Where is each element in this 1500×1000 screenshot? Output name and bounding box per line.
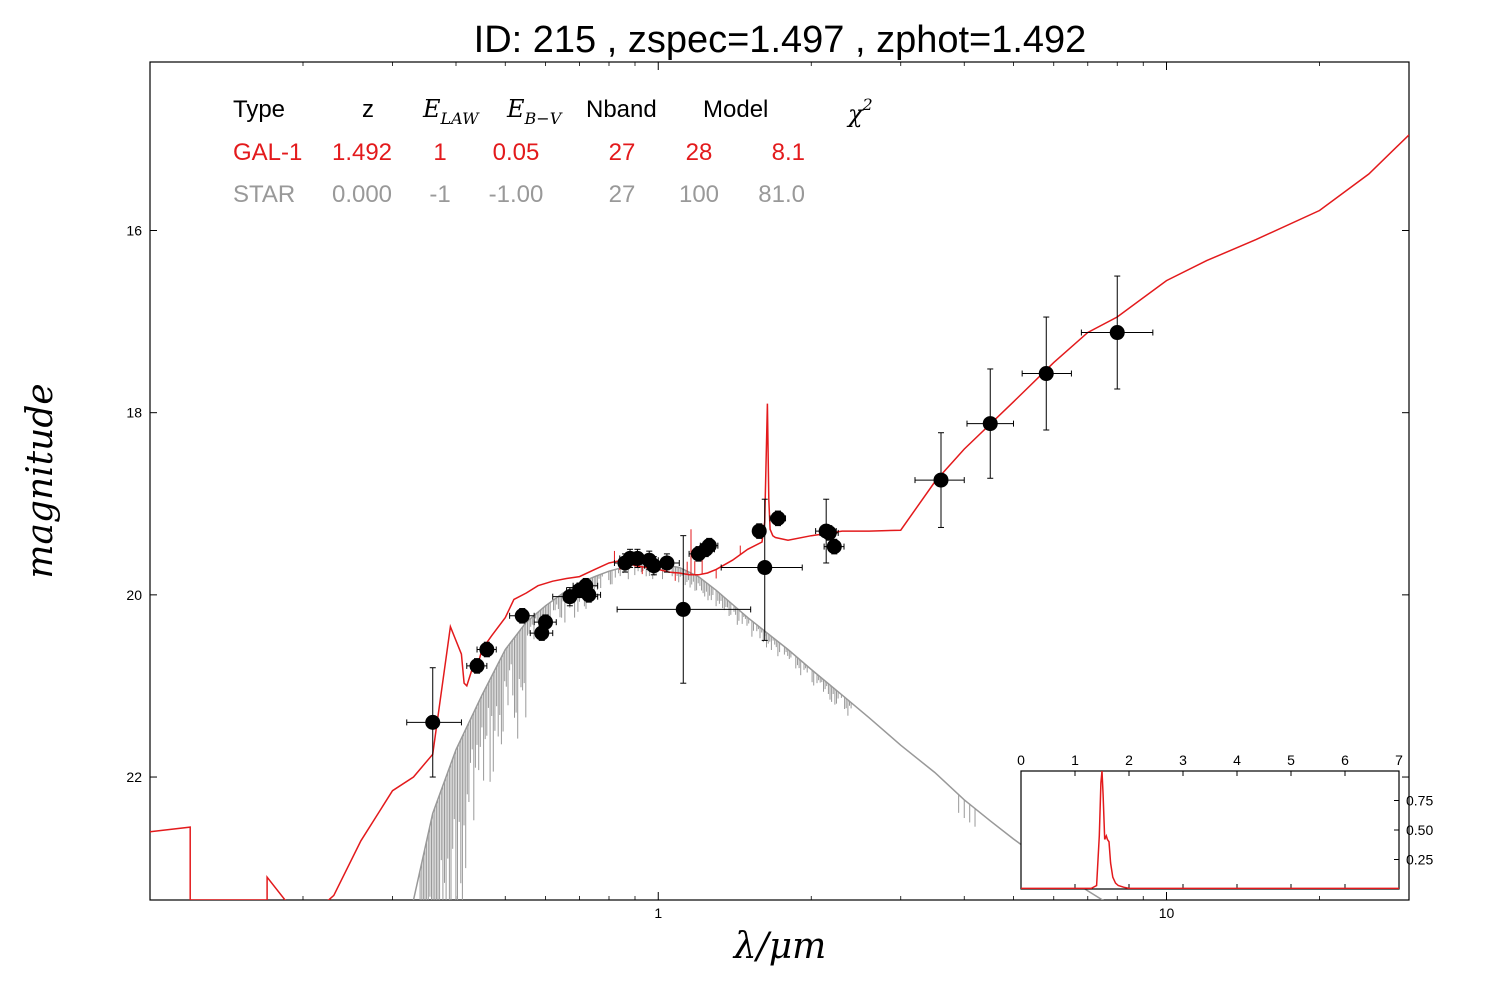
inset-x-tick-label: 0 <box>1017 752 1025 768</box>
table-cell-model: 28 <box>686 139 713 166</box>
photometry-point <box>509 608 535 624</box>
table-cell-z: 1.492 <box>332 139 392 166</box>
inset-x-tick-label: 3 <box>1179 752 1187 768</box>
inset-x-tick-label: 7 <box>1395 752 1403 768</box>
photometry-point <box>769 510 787 527</box>
y-axis-label: magnitude <box>20 383 61 578</box>
inset-y-tick-label: 0.75 <box>1406 793 1433 809</box>
photometry-point <box>751 523 767 539</box>
data-point-marker <box>982 416 998 432</box>
table-cell-nband: 27 <box>609 181 636 208</box>
y-tick-label: 18 <box>126 405 142 421</box>
data-point-marker <box>537 614 553 630</box>
y-tick-label: 20 <box>126 587 142 603</box>
redshift-pdf-line <box>1021 771 1399 889</box>
header-nband: Nband <box>586 96 657 123</box>
inset-y-tick-label: 0.25 <box>1406 852 1433 868</box>
table-cell-model: 100 <box>679 181 719 208</box>
header-elaw: ELAW <box>422 95 480 128</box>
header-z: z <box>362 96 374 123</box>
photometry-point <box>720 498 803 641</box>
fit-results-table: Type z ELAW EB−V Nband Model χ2 GAL-1 1.4… <box>233 95 873 208</box>
x-axis-label: λ/μm <box>732 926 826 967</box>
data-point-marker <box>1038 366 1054 382</box>
redshift-pdf-inset: 0 1 2 3 4 5 6 7 0.25 0.50 0.75 <box>1017 752 1433 890</box>
x-tick-label: 10 <box>1159 905 1175 921</box>
photometry-point <box>466 658 488 674</box>
y-tick-label: 22 <box>126 769 142 785</box>
data-point-marker <box>933 472 949 488</box>
header-type: Type <box>233 96 285 123</box>
header-model: Model <box>703 96 768 123</box>
main-plot-frame <box>149 61 1410 901</box>
table-rows: GAL-1 1.492 1 0.05 27 28 8.1 STAR 0.000 -1 -1.00 27… <box>233 139 805 208</box>
data-point-marker <box>1109 325 1125 341</box>
table-cell-chi2: 8.1 <box>772 139 805 166</box>
inset-x-tick-label: 4 <box>1233 752 1241 768</box>
table-row: GAL-1 1.492 1 0.05 27 28 8.1 <box>233 139 805 166</box>
header-chi2: χ2 <box>846 95 873 128</box>
photometry-point <box>1080 275 1154 390</box>
table-cell-ebv: -1.00 <box>489 181 544 208</box>
data-point-marker <box>826 539 842 555</box>
inset-x-tick-label: 5 <box>1287 752 1295 768</box>
inset-frame <box>1020 770 1400 890</box>
photometry-point <box>966 368 1015 479</box>
data-point-marker <box>757 560 773 576</box>
inset-axis-ticks: 0 1 2 3 4 5 6 7 0.25 0.50 0.75 <box>1017 752 1433 889</box>
galaxy-model-line <box>150 134 1409 900</box>
table-cell-nband: 27 <box>609 139 636 166</box>
data-point-marker <box>751 523 767 539</box>
data-point-marker <box>770 510 786 526</box>
photometry-point <box>1021 316 1072 431</box>
photometry-point <box>823 538 845 555</box>
inset-x-tick-label: 6 <box>1341 752 1349 768</box>
data-point-marker <box>659 555 675 571</box>
photometry-point <box>616 535 752 684</box>
photometry-point <box>406 667 462 778</box>
data-point-marker <box>479 642 495 658</box>
data-point-marker <box>469 658 485 674</box>
photometry-point <box>533 614 557 630</box>
inset-y-tick-label: 0.50 <box>1406 822 1433 838</box>
y-tick-label: 16 <box>126 223 142 239</box>
inset-x-tick-label: 1 <box>1071 752 1079 768</box>
table-cell-z: 0.000 <box>332 181 392 208</box>
table-cell-ebv: 0.05 <box>493 139 540 166</box>
photometry-point <box>653 553 680 573</box>
table-cell-elaw: 1 <box>433 139 446 166</box>
data-point-marker <box>629 550 645 566</box>
data-point-marker <box>701 538 717 554</box>
photometry-point <box>914 432 965 528</box>
photometry-point <box>627 548 648 569</box>
photometry-point <box>575 587 602 603</box>
x-tick-label: 1 <box>654 905 662 921</box>
photometry-point <box>819 525 839 541</box>
data-point-marker <box>821 525 837 541</box>
table-cell-elaw: -1 <box>429 181 450 208</box>
table-cell-type: GAL-1 <box>233 139 302 166</box>
photometry-points <box>406 275 1154 778</box>
data-point-marker <box>425 714 441 730</box>
data-point-marker <box>514 608 530 624</box>
photometry-point <box>699 537 719 554</box>
table-cell-chi2: 81.0 <box>758 181 805 208</box>
data-point-marker <box>581 587 597 603</box>
photometry-point <box>476 641 497 658</box>
table-cell-type: STAR <box>233 181 295 208</box>
table-row: STAR 0.000 -1 -1.00 27 100 81.0 <box>233 181 805 208</box>
inset-x-tick-label: 2 <box>1125 752 1133 768</box>
data-point-marker <box>675 601 691 617</box>
chart-title: ID: 215 , zspec=1.497 , zphot=1.492 <box>474 19 1087 61</box>
header-ebv: EB−V <box>506 95 563 128</box>
